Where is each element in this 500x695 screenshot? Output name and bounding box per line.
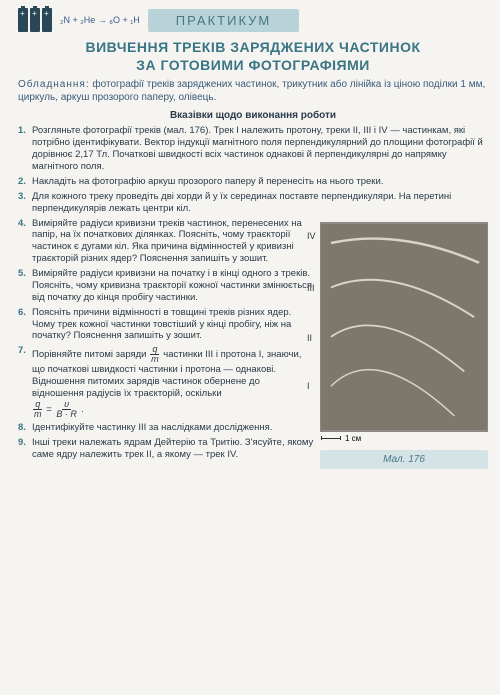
item-text: Для кожного треку проведіть дві хорди й … bbox=[32, 191, 488, 215]
item-text: Накладіть на фотографію аркуш прозорого … bbox=[32, 176, 488, 188]
item-text: Інші треки належать ядрам Дейтерію та Тр… bbox=[32, 437, 314, 461]
item-text: Виміряйте радіуси кривизни на початку і … bbox=[32, 268, 314, 304]
page-content: ₂N + ₂He → ₈O + ₁H ПРАКТИКУМ ВИВЧЕННЯ ТР… bbox=[0, 0, 500, 477]
item-number: 9. bbox=[18, 437, 32, 461]
scale-line bbox=[321, 438, 341, 439]
track-label-iv: IV bbox=[307, 231, 316, 241]
item7-before: Порівняйте питомі заряди bbox=[32, 349, 149, 360]
main-formula: q m = υ B · R . bbox=[32, 400, 84, 419]
fraction-right: υ B · R bbox=[54, 400, 79, 419]
tracks-svg bbox=[321, 223, 487, 431]
instruction-item: 7. Порівняйте питомі заряди q m частинки… bbox=[18, 345, 314, 419]
practicum-badge: ПРАКТИКУМ bbox=[148, 9, 299, 32]
frac-denominator: m bbox=[32, 410, 44, 419]
equipment-label: Обладнання: bbox=[18, 79, 90, 90]
item-text: Порівняйте питомі заряди q m частинки II… bbox=[32, 345, 314, 419]
item-text: Розгляньте фотографії треків (мал. 176).… bbox=[32, 125, 488, 173]
instruction-item: 1. Розгляньте фотографії треків (мал. 17… bbox=[18, 125, 488, 173]
battery-icons bbox=[18, 8, 52, 32]
track-figure: IV III II I 1 см bbox=[320, 222, 488, 432]
header-row: ₂N + ₂He → ₈O + ₁H ПРАКТИКУМ bbox=[18, 8, 488, 32]
equipment-section: Обладнання: фотографії треків заряджених… bbox=[18, 78, 488, 104]
instruction-item: 2. Накладіть на фотографію аркуш прозоро… bbox=[18, 176, 488, 188]
track-label-i: I bbox=[307, 381, 310, 391]
battery-icon bbox=[30, 8, 40, 32]
frac-denominator: m bbox=[149, 355, 161, 364]
item-text: Поясніть причини відмінності в товщині т… bbox=[32, 307, 314, 343]
item-number: 7. bbox=[18, 345, 32, 419]
item-text: Ідентифікуйте частинку III за наслідками… bbox=[32, 422, 314, 434]
item-number: 2. bbox=[18, 176, 32, 188]
right-column: IV III II I 1 см Мал. 176 bbox=[320, 222, 488, 469]
instruction-item: 3. Для кожного треку проведіть дві хорди… bbox=[18, 191, 488, 215]
battery-icon bbox=[42, 8, 52, 32]
item-number: 1. bbox=[18, 125, 32, 173]
scale-bar: 1 см bbox=[321, 434, 361, 443]
instruction-item: 4. Виміряйте радіуси кривизни треків час… bbox=[18, 218, 314, 266]
item-number: 3. bbox=[18, 191, 32, 215]
track-label-ii: II bbox=[307, 333, 312, 343]
frac-denominator: B · R bbox=[54, 410, 79, 419]
item-number: 4. bbox=[18, 218, 32, 266]
figure-caption: Мал. 176 bbox=[320, 450, 488, 469]
instruction-item: 8. Ідентифікуйте частинку III за наслідк… bbox=[18, 422, 314, 434]
fraction-q-m: q m bbox=[149, 345, 161, 364]
left-column: 4. Виміряйте радіуси кривизни треків час… bbox=[18, 218, 314, 469]
item-number: 6. bbox=[18, 307, 32, 343]
item-text: Виміряйте радіуси кривизни треків частин… bbox=[32, 218, 314, 266]
instruction-item: 9. Інші треки належать ядрам Дейтерію та… bbox=[18, 437, 314, 461]
main-title: ВИВЧЕННЯ ТРЕКІВ ЗАРЯДЖЕНИХ ЧАСТИНОК ЗА Г… bbox=[18, 38, 488, 74]
two-column-wrap: 4. Виміряйте радіуси кривизни треків час… bbox=[18, 218, 488, 469]
item-number: 5. bbox=[18, 268, 32, 304]
item-number: 8. bbox=[18, 422, 32, 434]
title-line-1: ВИВЧЕННЯ ТРЕКІВ ЗАРЯДЖЕНИХ ЧАСТИНОК bbox=[18, 38, 488, 56]
battery-icon bbox=[18, 8, 28, 32]
fraction-left: q m bbox=[32, 400, 44, 419]
track-label-iii: III bbox=[307, 283, 315, 293]
instruction-item: 6. Поясніть причини відмінності в товщин… bbox=[18, 307, 314, 343]
scale-label: 1 см bbox=[345, 434, 361, 443]
instruction-item: 5. Виміряйте радіуси кривизни на початку… bbox=[18, 268, 314, 304]
top-formula: ₂N + ₂He → ₈O + ₁H bbox=[60, 15, 140, 25]
title-line-2: ЗА ГОТОВИМИ ФОТОГРАФІЯМИ bbox=[18, 56, 488, 74]
instructions-heading: Вказівки щодо виконання роботи bbox=[18, 110, 488, 121]
